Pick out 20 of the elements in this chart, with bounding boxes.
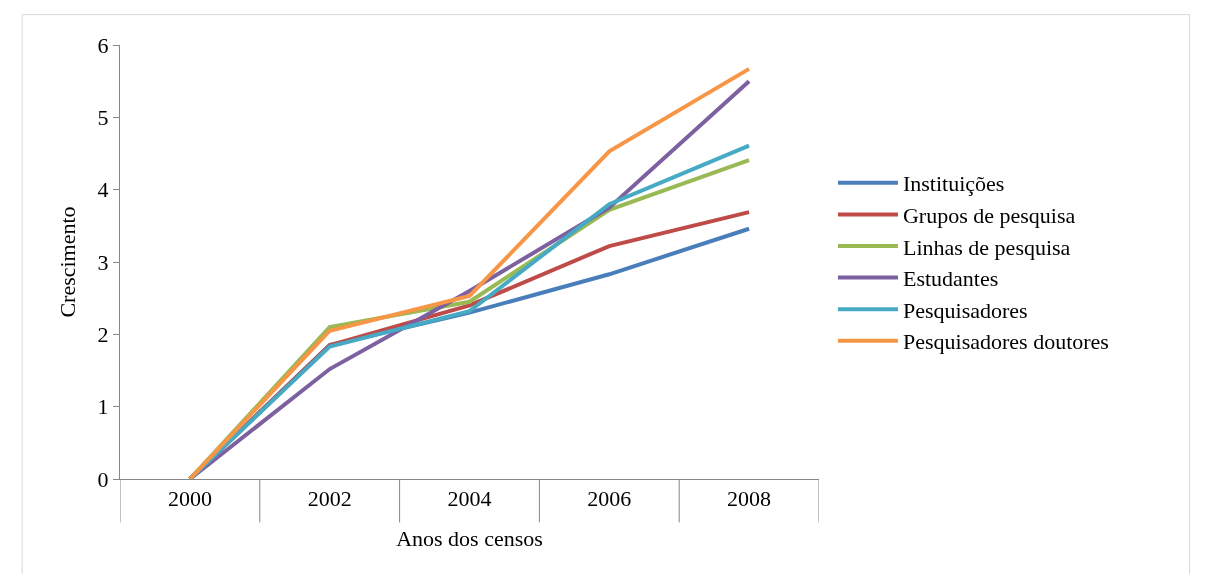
x-tick-label: 2000: [167, 486, 212, 512]
x-axis-title: Anos dos censos: [396, 526, 543, 552]
y-axis-title: Crescimento: [55, 206, 81, 318]
y-tick-label: 6: [97, 32, 109, 58]
y-tick-label: 3: [97, 249, 109, 275]
y-tick-label: 0: [97, 466, 109, 492]
legend-label: Estudantes: [902, 266, 999, 292]
y-tick-label: 2: [97, 322, 109, 348]
legend-label: Pesquisadores doutores: [902, 329, 1109, 355]
legend-label: Instituições: [902, 171, 1005, 197]
legend-label: Linhas de pesquisa: [902, 234, 1071, 260]
x-tick-label: 2008: [727, 486, 772, 512]
y-tick-label: 1: [97, 394, 109, 420]
y-tick-label: 4: [97, 177, 109, 203]
x-tick-label: 2006: [587, 486, 632, 512]
x-tick-label: 2004: [447, 486, 492, 512]
y-tick-label: 5: [97, 105, 109, 131]
x-tick-label: 2002: [307, 486, 352, 512]
legend-label: Pesquisadores: [902, 297, 1028, 323]
legend-label: Grupos de pesquisa: [902, 202, 1076, 228]
